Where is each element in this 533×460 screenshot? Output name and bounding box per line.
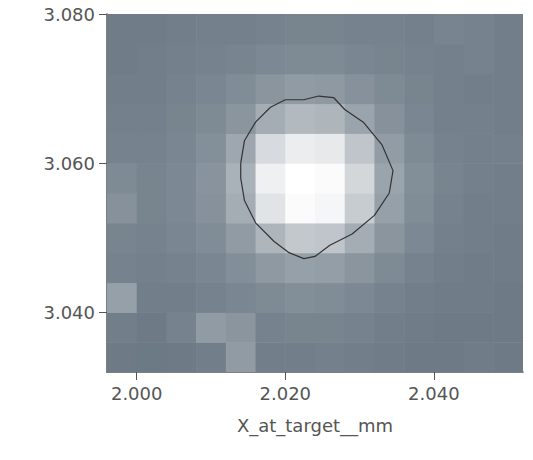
svg-text:3.080: 3.080 (43, 4, 95, 25)
svg-text:2.000: 2.000 (111, 383, 163, 404)
svg-text:3.060: 3.060 (43, 153, 95, 174)
svg-text:X_at_target__mm: X_at_target__mm (237, 415, 393, 437)
svg-text:2.020: 2.020 (260, 383, 312, 404)
svg-text:2.040: 2.040 (408, 383, 460, 404)
svg-text:3.040: 3.040 (43, 302, 95, 323)
